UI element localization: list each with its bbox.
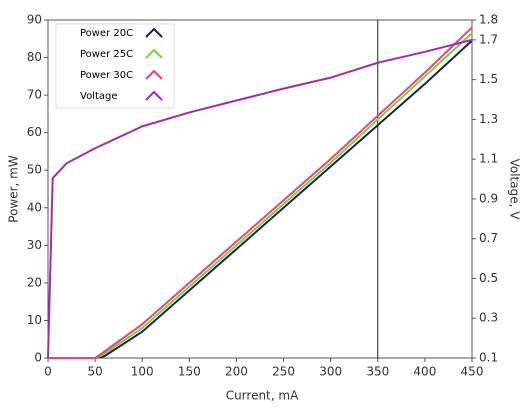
y2-tick-label: 0.1 <box>479 351 498 365</box>
legend-label: Power 30C <box>80 70 133 81</box>
y2-tick-label: 1.7 <box>479 32 498 46</box>
y2-tick-label: 1.5 <box>479 72 498 86</box>
x-tick-label: 0 <box>44 365 52 379</box>
y-tick-label: 80 <box>27 50 42 64</box>
series-line <box>48 39 473 359</box>
series-line <box>48 32 473 359</box>
y-tick-label: 90 <box>27 13 42 27</box>
legend-label: Voltage <box>80 91 118 102</box>
legend-swatch <box>145 69 163 80</box>
x-tick-label: 100 <box>131 365 154 379</box>
plot-frame <box>47 19 473 359</box>
y2-axis-label: Voltage, V <box>508 159 522 221</box>
y-tick-label: 0 <box>34 351 42 365</box>
y-tick-label: 70 <box>27 88 42 102</box>
x-tick-label: 350 <box>366 365 389 379</box>
y2-tick-label: 0.9 <box>479 191 498 205</box>
legend-box <box>55 23 175 109</box>
y-tick-label: 30 <box>27 238 42 252</box>
x-axis-label: Current, mA <box>226 389 299 403</box>
y2-tick-label: 0.5 <box>479 271 498 285</box>
y2-tick-label: 0.3 <box>479 311 498 325</box>
y2-tick-label: 1.3 <box>479 112 498 126</box>
x-tick-label: 200 <box>225 365 248 379</box>
x-tick-label: 150 <box>178 365 201 379</box>
y2-tick-label: 1.8 <box>479 13 498 27</box>
series-line <box>48 26 473 359</box>
y2-tick-label: 1.1 <box>479 152 498 166</box>
y2-tick-label: 0.7 <box>479 231 498 245</box>
x-tick-label: 50 <box>87 365 102 379</box>
y-tick-label: 50 <box>27 163 42 177</box>
legend-swatch <box>145 90 163 101</box>
y-tick-label: 40 <box>27 200 42 214</box>
legend-swatch <box>145 48 163 59</box>
legend-label: Power 25C <box>80 49 133 60</box>
y-axis-label: Power, mW <box>7 155 21 223</box>
y-tick-label: 20 <box>27 275 42 289</box>
legend-label: Power 20C <box>80 28 133 39</box>
x-tick-label: 250 <box>272 365 295 379</box>
y-tick-label: 10 <box>27 313 42 327</box>
x-tick-label: 400 <box>413 365 436 379</box>
series-line <box>47 38 473 359</box>
legend-swatch <box>145 27 163 38</box>
x-tick-label: 300 <box>319 365 342 379</box>
y-tick-label: 60 <box>27 125 42 139</box>
x-tick-label: 450 <box>461 365 484 379</box>
